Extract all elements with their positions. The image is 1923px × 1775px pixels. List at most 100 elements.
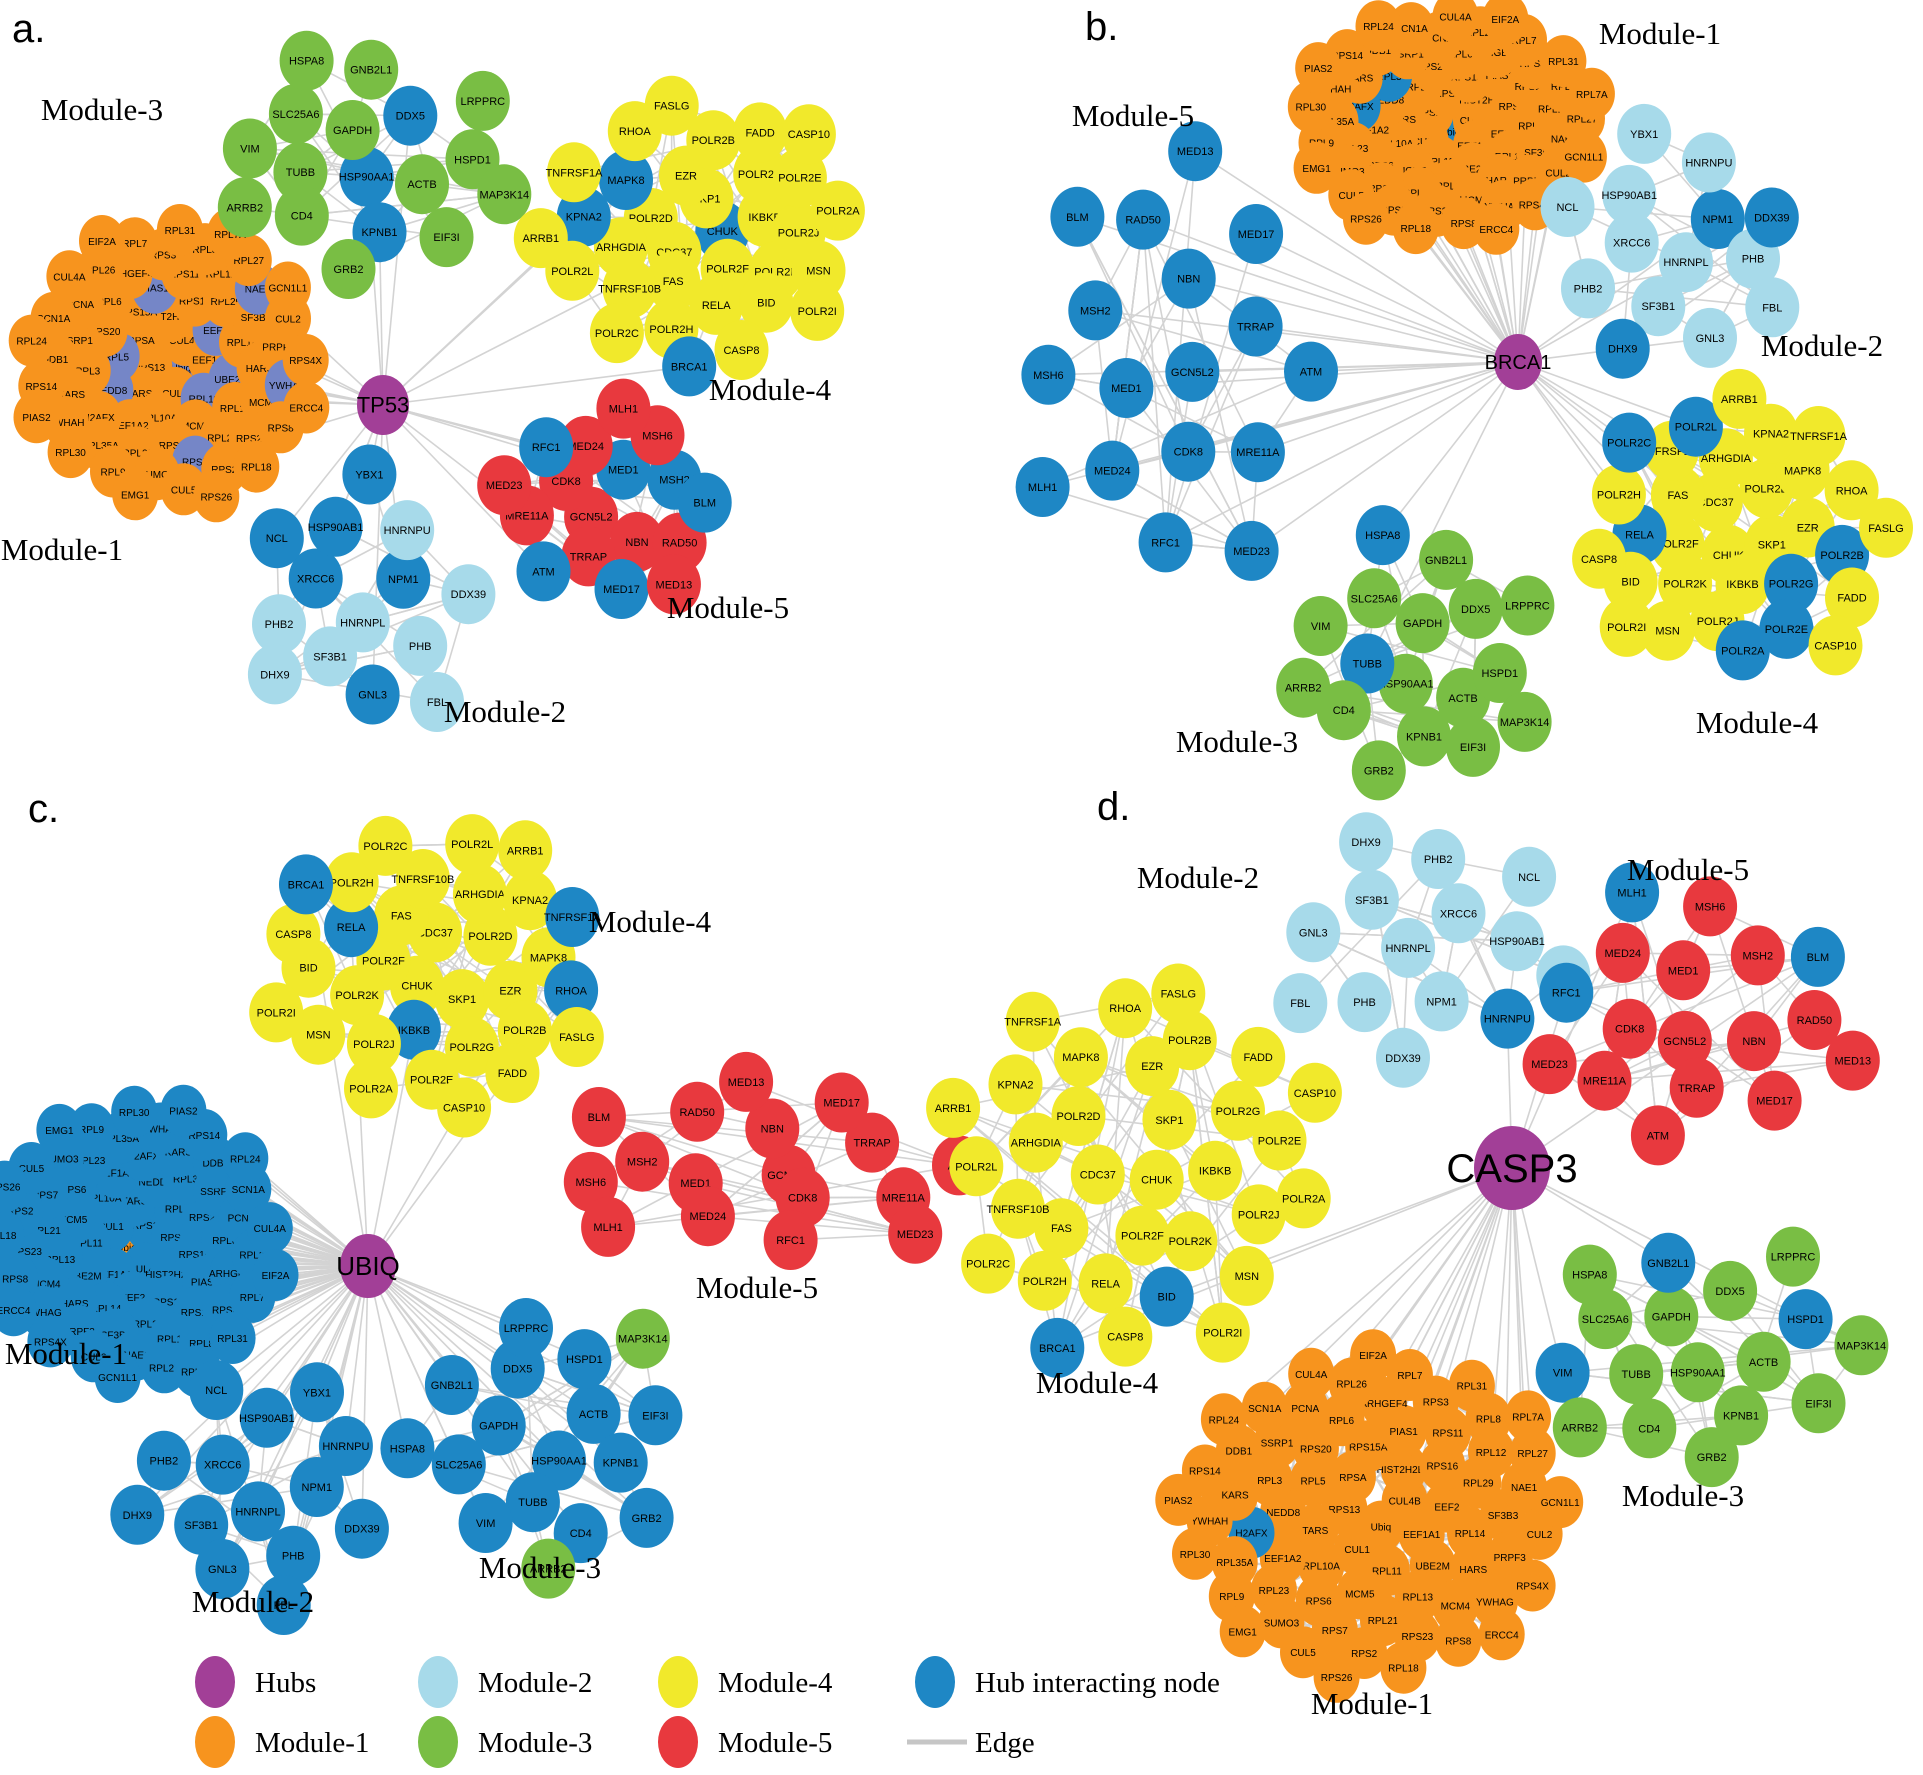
- node-circle-POLR2B[interactable]: [1162, 1010, 1217, 1071]
- node-IKBKB[interactable]: IKBKB: [1188, 1140, 1243, 1201]
- node-ARRB2[interactable]: ARRB2: [1552, 1397, 1607, 1458]
- node-LRPPRC[interactable]: LRPPRC: [1766, 1226, 1820, 1287]
- node-ARHGDIA[interactable]: ARHGDIA: [1008, 1112, 1063, 1173]
- node-TNFRSF1A[interactable]: TNFRSF1A: [1004, 991, 1062, 1052]
- node-RPS4X[interactable]: RPS4X: [282, 334, 329, 386]
- node-circle-EIF3I[interactable]: [1791, 1373, 1846, 1434]
- node-circle-NBN[interactable]: [745, 1098, 800, 1159]
- node-circle-EMG1[interactable]: [1219, 1605, 1266, 1658]
- node-circle-CUL4A[interactable]: [246, 1202, 293, 1255]
- node-circle-EIF3I[interactable]: [1446, 716, 1500, 777]
- node-circle-RHOA[interactable]: [1824, 460, 1879, 521]
- node-MED1[interactable]: MED1: [1099, 358, 1154, 418]
- node-circle-MAPK8[interactable]: [1053, 1027, 1108, 1088]
- node-circle-FAS[interactable]: [1034, 1198, 1089, 1259]
- node-circle-CHUK[interactable]: [1129, 1149, 1184, 1210]
- node-circle-GAPDH[interactable]: [471, 1395, 526, 1456]
- node-circle-FASLG[interactable]: [1859, 497, 1913, 558]
- node-POLR2A[interactable]: POLR2A: [810, 180, 865, 241]
- node-circle-RPL31[interactable]: [209, 1312, 256, 1364]
- node-MLH1[interactable]: MLH1: [596, 378, 651, 439]
- node-circle-PIAS2[interactable]: [160, 1084, 207, 1137]
- node-circle-LRPPRC[interactable]: [1500, 575, 1555, 636]
- node-MSH2[interactable]: MSH2: [615, 1131, 670, 1192]
- node-circle-CD4[interactable]: [1622, 1398, 1677, 1459]
- node-POLR2E[interactable]: POLR2E: [1252, 1110, 1307, 1171]
- node-circle-RPL24[interactable]: [222, 1132, 269, 1185]
- node-RPL31[interactable]: RPL31: [156, 204, 203, 256]
- node-BLM[interactable]: BLM: [571, 1087, 626, 1147]
- node-MED13[interactable]: MED13: [719, 1051, 774, 1112]
- node-circle-EIF2A[interactable]: [252, 1249, 299, 1301]
- node-ARRB1[interactable]: ARRB1: [926, 1077, 981, 1138]
- node-circle-MED17[interactable]: [814, 1072, 869, 1133]
- node-circle-MAP3K14[interactable]: [1834, 1315, 1889, 1376]
- node-EIF2A[interactable]: EIF2A: [252, 1249, 299, 1301]
- node-NBN[interactable]: NBN: [1727, 1011, 1781, 1072]
- node-circle-PHB2[interactable]: [252, 594, 306, 655]
- node-circle-ACTB[interactable]: [566, 1383, 621, 1444]
- node-circle-ERCC4[interactable]: [1478, 1608, 1525, 1661]
- node-circle-MSH2[interactable]: [615, 1131, 670, 1192]
- node-circle-XRCC6[interactable]: [1431, 883, 1486, 944]
- node-circle-POLR2K[interactable]: [1658, 553, 1713, 614]
- node-HSP90AB1[interactable]: HSP90AB1: [1489, 911, 1545, 972]
- node-SF3B1[interactable]: SF3B1: [303, 626, 358, 687]
- node-circle-SCN1A[interactable]: [1388, 2, 1435, 55]
- node-circle-HSPA8[interactable]: [279, 30, 334, 91]
- node-PHB2[interactable]: PHB2: [136, 1430, 191, 1491]
- node-circle-GAPDH[interactable]: [1395, 593, 1450, 654]
- node-POLR2C[interactable]: POLR2C: [358, 815, 413, 876]
- node-NCL[interactable]: NCL: [189, 1360, 244, 1420]
- node-RPL24[interactable]: RPL24: [222, 1132, 269, 1185]
- node-circle-GAPDH[interactable]: [1644, 1286, 1699, 1347]
- node-YBX1[interactable]: YBX1: [1617, 103, 1672, 164]
- node-circle-POLR2A[interactable]: [1276, 1168, 1331, 1229]
- node-circle-PHB2[interactable]: [136, 1430, 191, 1491]
- node-circle-ARRB1[interactable]: [1712, 368, 1767, 429]
- node-circle-HNRNPU[interactable]: [318, 1416, 373, 1476]
- node-circle-RPL18[interactable]: [0, 1209, 25, 1262]
- node-POLR2I[interactable]: POLR2I: [249, 982, 304, 1043]
- node-circle-RPL24[interactable]: [1355, 0, 1402, 53]
- node-circle-FASLG[interactable]: [644, 75, 699, 136]
- node-CUL4A[interactable]: CUL4A: [246, 1202, 293, 1255]
- node-FADD[interactable]: FADD: [733, 102, 788, 163]
- node-CASP8[interactable]: CASP8: [714, 320, 769, 380]
- node-circle-SKP1[interactable]: [435, 969, 490, 1030]
- node-PHB2[interactable]: PHB2: [1561, 258, 1615, 319]
- node-KPNB1[interactable]: KPNB1: [593, 1432, 648, 1493]
- node-circle-MSN[interactable]: [1219, 1245, 1274, 1306]
- node-MAP3K14[interactable]: MAP3K14: [477, 164, 532, 225]
- node-RPL7A[interactable]: RPL7A: [1568, 67, 1615, 120]
- node-PIAS2[interactable]: PIAS2: [1295, 42, 1342, 95]
- node-circle-GCN5L2[interactable]: [1165, 341, 1220, 402]
- node-RPL18[interactable]: RPL18: [1392, 202, 1439, 255]
- node-EIF3I[interactable]: EIF3I: [1446, 716, 1500, 777]
- node-PIAS2[interactable]: PIAS2: [13, 391, 60, 444]
- node-EMG1[interactable]: EMG1: [1219, 1605, 1266, 1658]
- node-circle-KPNA2[interactable]: [503, 870, 558, 931]
- node-circle-MED13[interactable]: [1168, 121, 1223, 182]
- node-circle-RELA[interactable]: [324, 897, 379, 958]
- node-circle-XRCC6[interactable]: [195, 1434, 250, 1495]
- node-CASP10[interactable]: CASP10: [1808, 615, 1863, 676]
- node-circle-IKBKB[interactable]: [1188, 1140, 1243, 1201]
- node-circle-POLR2J[interactable]: [1231, 1184, 1286, 1245]
- node-POLR2H[interactable]: POLR2H: [1017, 1250, 1072, 1311]
- node-RPL30[interactable]: RPL30: [1172, 1527, 1218, 1580]
- node-circle-DHX9[interactable]: [1595, 318, 1650, 379]
- node-circle-POLR2G[interactable]: [1764, 553, 1819, 614]
- node-circle-YBX1[interactable]: [1617, 103, 1672, 164]
- node-VIM[interactable]: VIM: [222, 118, 277, 179]
- node-circle-DDX39[interactable]: [1744, 187, 1799, 248]
- node-circle-RPL30[interactable]: [1287, 80, 1334, 133]
- node-circle-EMG1[interactable]: [36, 1103, 83, 1156]
- node-GNL3[interactable]: GNL3: [345, 664, 400, 725]
- node-circle-CDC37[interactable]: [1070, 1144, 1125, 1205]
- node-circle-RPL30[interactable]: [1172, 1527, 1218, 1580]
- node-FASLG[interactable]: FASLG: [549, 1007, 604, 1067]
- node-SKP1[interactable]: SKP1: [1142, 1089, 1197, 1150]
- node-DDX5[interactable]: DDX5: [1703, 1260, 1758, 1321]
- node-circle-HSPD1[interactable]: [557, 1329, 612, 1390]
